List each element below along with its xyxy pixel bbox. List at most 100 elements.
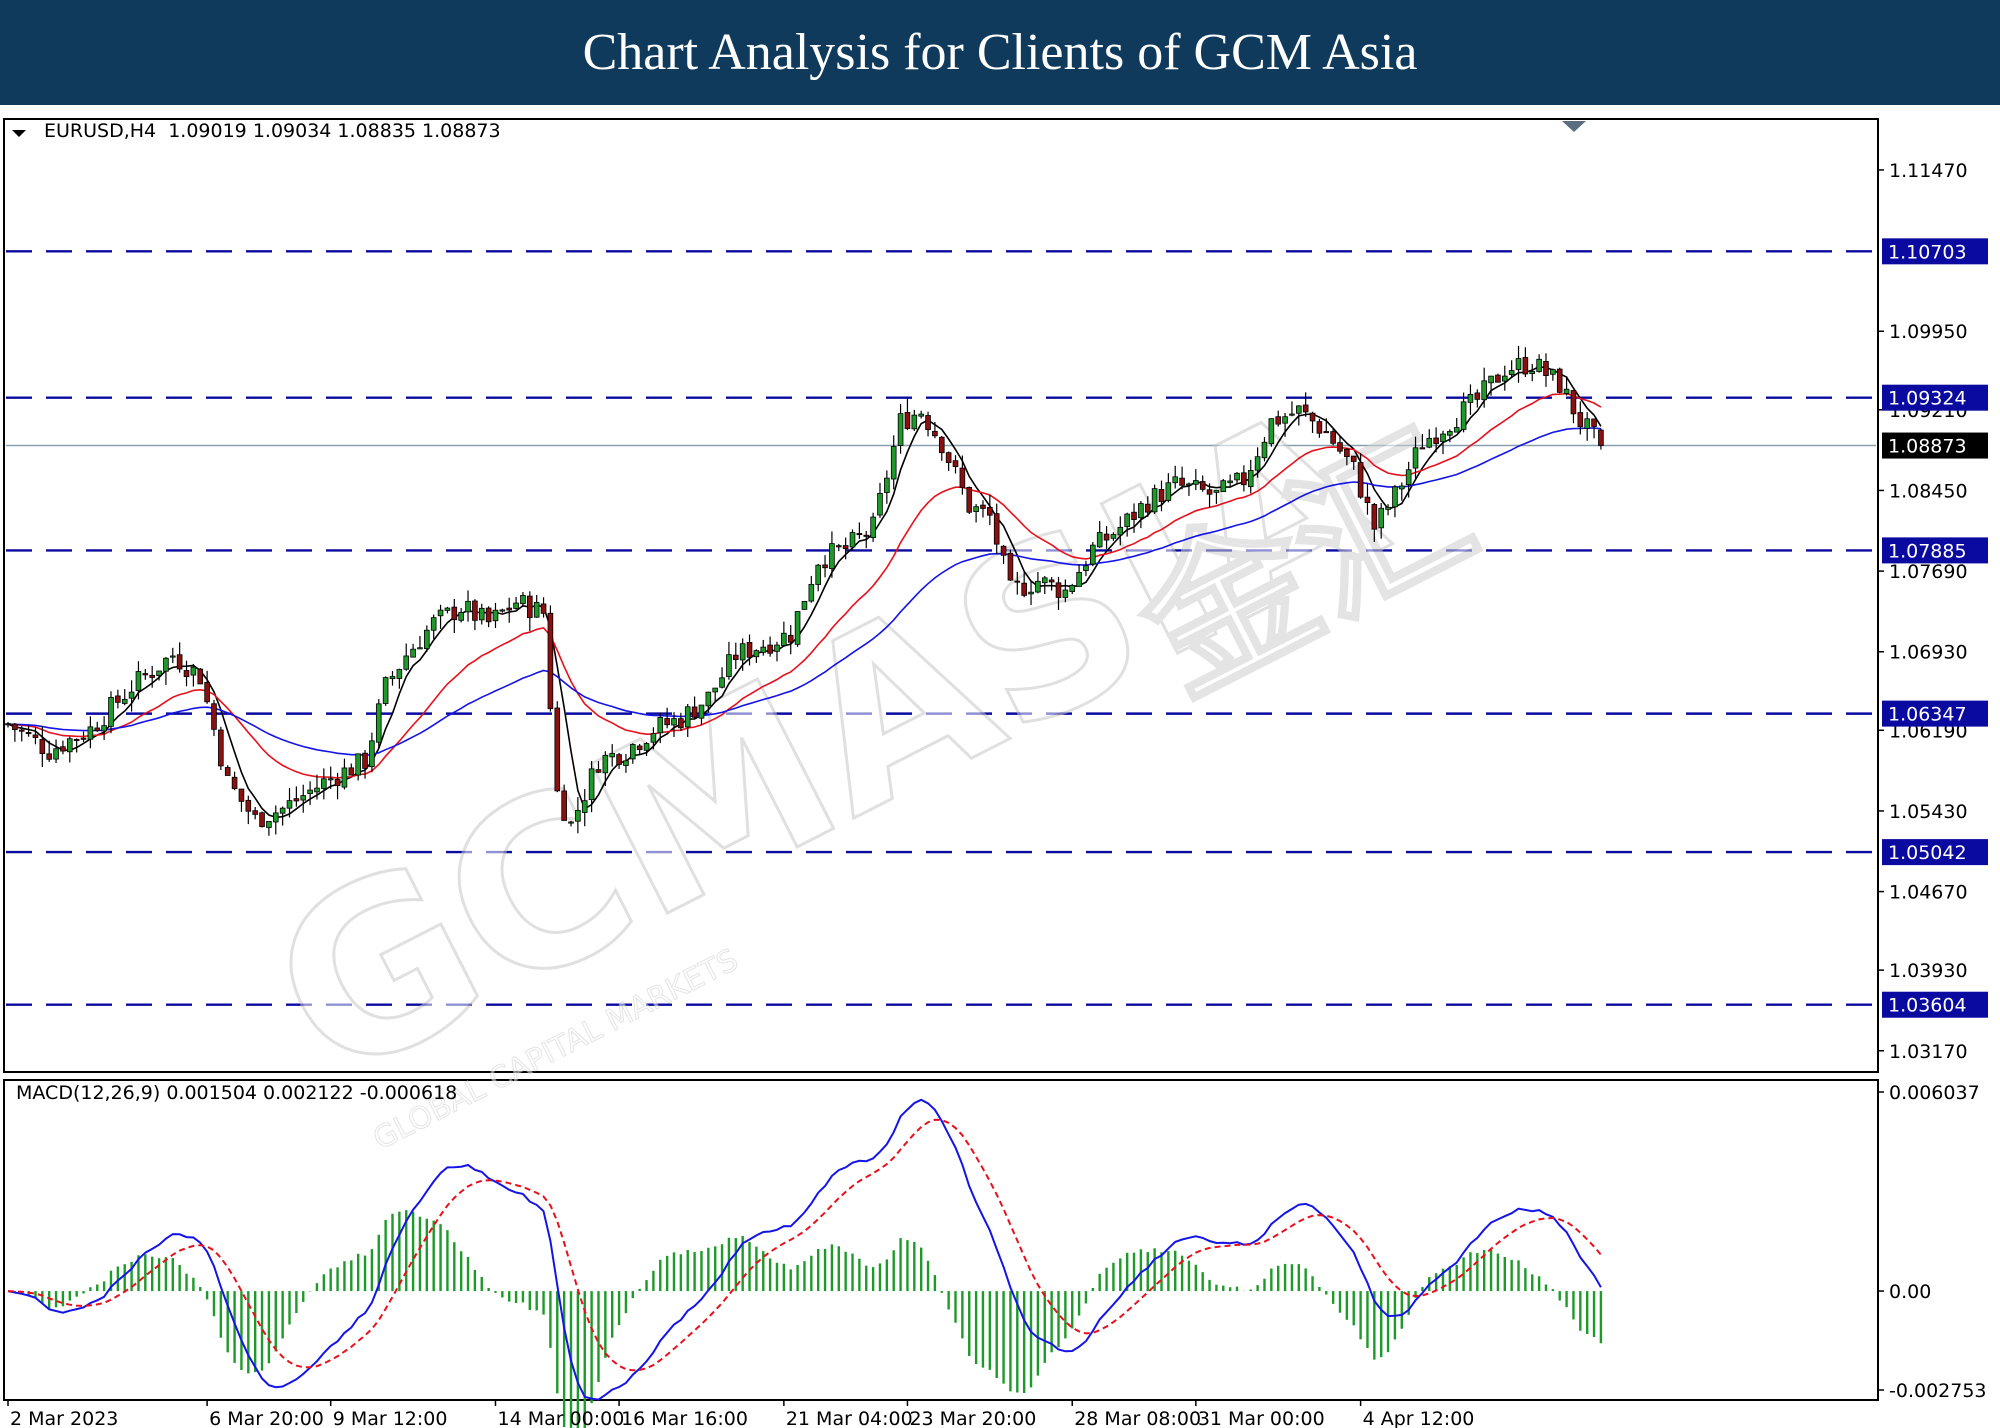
candle: [121, 689, 128, 706]
candle: [760, 639, 767, 656]
candle: [142, 669, 149, 680]
candle: [602, 751, 609, 786]
candle: [1460, 392, 1467, 433]
candle: [877, 482, 883, 518]
candle: [1289, 401, 1295, 417]
candle: [396, 668, 403, 689]
macd-signal-line: [7, 1118, 1602, 1372]
time-tick-label: 23 Mar 20:00: [909, 1408, 1036, 1428]
candle: [520, 592, 526, 608]
candle: [1357, 452, 1364, 499]
candle: [156, 670, 162, 681]
macd-tick-label: -0.002753: [1889, 1380, 1987, 1402]
candle: [279, 806, 286, 826]
candle: [451, 599, 458, 634]
candle: [561, 784, 567, 821]
candle: [643, 742, 650, 757]
candle: [66, 736, 73, 763]
candle: [1014, 571, 1021, 595]
time-axis: 2 Mar 2023 6 Mar 20:00 9 Mar 12:00 14 Mar 0…: [7, 1400, 1474, 1428]
candle: [1426, 429, 1433, 449]
candle: [183, 660, 190, 687]
candle: [636, 743, 643, 755]
candle: [465, 590, 471, 622]
ma-slow-line: [7, 427, 1601, 757]
candle: [341, 758, 348, 790]
candle: [719, 667, 725, 689]
page-title: Chart Analysis for Clients of GCM Asia: [582, 24, 1418, 81]
time-tick-label: 21 Mar 04:00: [786, 1408, 913, 1428]
candle: [1350, 455, 1357, 470]
macd-indicator: [7, 1098, 1603, 1428]
level-label: 1.03604: [1888, 995, 1967, 1017]
candle: [1172, 465, 1179, 489]
candle: [115, 689, 121, 709]
candle: [993, 503, 1000, 554]
candle: [458, 607, 464, 623]
candle: [623, 753, 629, 773]
candle: [808, 575, 815, 603]
candle: [80, 731, 87, 743]
candle: [53, 739, 59, 763]
current-price-label-box: [1882, 432, 1988, 459]
candle: [169, 647, 176, 664]
price-panel: [3, 118, 1879, 1073]
macd-line: [7, 1098, 1602, 1401]
candle: [245, 795, 252, 825]
candle: [650, 727, 657, 750]
candle: [1385, 504, 1391, 516]
candle: [1495, 373, 1501, 383]
time-tick-label: 28 Mar 08:00: [1074, 1408, 1201, 1428]
candle: [389, 670, 396, 686]
chart-shift-marker-icon[interactable]: [1562, 121, 1586, 132]
macd-tick-label: 0.00: [1889, 1281, 1931, 1303]
candle: [1405, 461, 1412, 498]
price-tick-label: 1.07690: [1889, 561, 1968, 583]
candle: [1330, 428, 1336, 446]
candle: [774, 641, 780, 662]
candle: [1254, 447, 1261, 478]
candle: [1584, 412, 1590, 441]
candle: [842, 537, 849, 560]
candle: [1110, 532, 1117, 541]
candle: [1261, 437, 1268, 462]
candle: [211, 699, 217, 737]
candle: [513, 596, 519, 610]
candle: [369, 732, 375, 773]
candle: [293, 786, 300, 807]
candle: [403, 643, 410, 671]
candle: [1474, 389, 1481, 408]
candle: [1536, 354, 1542, 373]
candle: [849, 529, 856, 550]
candle: [1501, 365, 1508, 391]
candle: [767, 636, 773, 657]
candle: [1062, 579, 1069, 603]
level-label: 1.07885: [1888, 540, 1967, 562]
price-tick-label: 1.09950: [1889, 321, 1968, 343]
level-label: 1.05042: [1888, 842, 1967, 864]
candle: [108, 691, 114, 734]
level-label-box: [1882, 238, 1988, 265]
candle: [231, 771, 238, 791]
candle: [671, 712, 677, 737]
candle: [1323, 418, 1330, 434]
candle: [1206, 483, 1213, 508]
candle: [1000, 544, 1007, 565]
candle: [966, 486, 973, 514]
candle: [410, 643, 416, 658]
time-tick-label: 16 Mar 16:00: [621, 1408, 748, 1428]
candle: [925, 411, 931, 437]
symbol-menu-arrow-icon[interactable]: [12, 130, 26, 137]
candle: [1529, 363, 1536, 382]
candle: [581, 789, 588, 827]
candle: [698, 704, 705, 725]
candle: [1041, 576, 1048, 595]
candle: [616, 752, 622, 769]
candle: [973, 504, 979, 523]
candle: [1227, 474, 1233, 487]
candle: [726, 641, 732, 680]
candle: [547, 605, 554, 712]
candle: [794, 611, 801, 647]
candle: [959, 455, 966, 495]
candle: [1268, 418, 1275, 447]
